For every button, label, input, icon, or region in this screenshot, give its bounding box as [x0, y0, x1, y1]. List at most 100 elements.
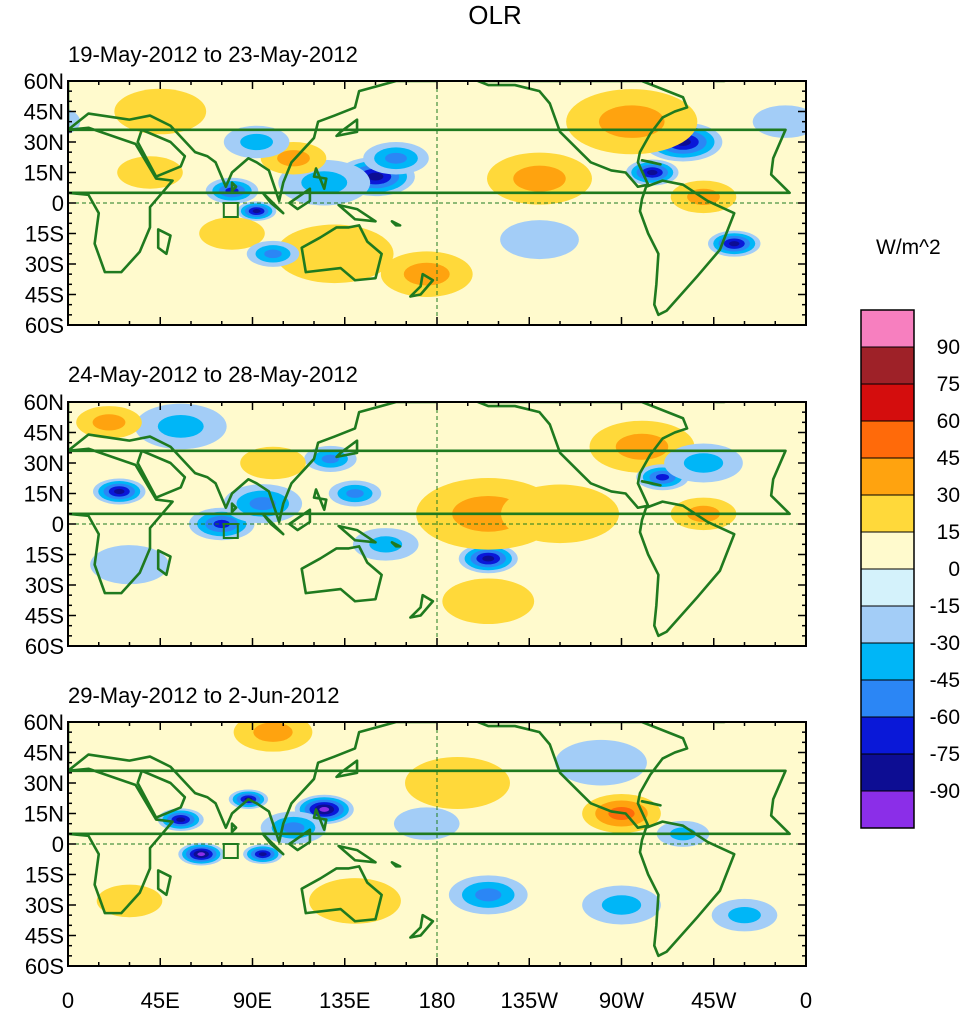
- colorbar-swatch: [860, 753, 915, 792]
- olr-contour: [199, 217, 265, 250]
- colorbar-label: -45: [930, 669, 960, 692]
- olr-contour: [944, 178, 964, 204]
- olr-contour: [405, 756, 510, 810]
- latitude-label: 30N: [24, 451, 64, 476]
- coastline: [156, 549, 172, 577]
- olr-contour: [96, 884, 163, 918]
- olr-anomaly: [134, 403, 227, 450]
- coastline: [640, 159, 662, 166]
- olr-anomaly: [178, 842, 958, 866]
- latitude-label: 30S: [25, 893, 64, 918]
- olr-contour: [319, 806, 330, 812]
- colorbar-swatch: [860, 716, 915, 755]
- olr-contour: [937, 217, 964, 250]
- colorbar-swatch: [860, 494, 915, 533]
- olr-anomaly: [240, 446, 306, 480]
- latitude-label: 30N: [24, 130, 64, 155]
- latitude-label: 45N: [24, 741, 64, 766]
- coastline: [230, 822, 238, 834]
- longitude-label: 45E: [141, 988, 180, 1013]
- olr-anomaly: [393, 807, 460, 840]
- coastline: [312, 488, 328, 512]
- longitude-label: 135E: [319, 988, 370, 1013]
- coastline: [312, 808, 328, 832]
- olr-contour: [0, 241, 1, 246]
- olr-contour: [92, 414, 126, 431]
- olr-contour: [729, 241, 740, 247]
- colorbar-swatch: [860, 309, 915, 348]
- coastline: [335, 439, 359, 459]
- coastline: [409, 593, 435, 619]
- olr-anomaly: [448, 875, 528, 915]
- olr-anomaly: [352, 528, 419, 561]
- olr-anomaly: [328, 480, 382, 507]
- olr-contour: [950, 181, 964, 201]
- olr-contour: [728, 907, 761, 924]
- latitude-label: 45N: [24, 421, 64, 446]
- latitude-label: 45S: [25, 924, 64, 949]
- olr-contour: [500, 220, 579, 260]
- coastline: [335, 759, 359, 779]
- colorbar-label: 0: [948, 558, 960, 581]
- latitude-label: 15S: [25, 863, 64, 888]
- coastline: [156, 228, 172, 256]
- coastline: [390, 220, 402, 227]
- coastline: [230, 181, 238, 193]
- longitude-label: 0: [62, 988, 74, 1013]
- olr-contour: [0, 443, 5, 482]
- olr-contour: [647, 169, 658, 176]
- olr-contour: [117, 156, 183, 189]
- colorbar: 90 75 60 45 30 15 0 -15 -30 -45 -60 -75 -90: [860, 309, 960, 829]
- olr-contour: [555, 739, 647, 786]
- latitude-label: 45S: [25, 283, 64, 308]
- panel-3-title: 29-May-2012 to 2-Jun-2012: [68, 683, 340, 708]
- olr-contour: [367, 172, 384, 181]
- olr-contour: [914, 817, 923, 822]
- colorbar-swatch: [860, 605, 915, 644]
- latitude-label: 0: [52, 832, 64, 857]
- colorbar-label: 60: [937, 410, 960, 433]
- colorbar-swatch: [860, 383, 915, 422]
- coastlines: [68, 722, 791, 958]
- olr-contour: [393, 807, 460, 840]
- colorbar-label: 15: [937, 521, 960, 544]
- latitude-label: 0: [52, 191, 64, 216]
- coastline: [68, 402, 439, 524]
- olr-contour: [249, 497, 276, 511]
- olr-anomaly: [243, 844, 283, 864]
- coastline: [640, 479, 662, 487]
- olr-contour: [852, 89, 944, 135]
- colorbar-label: -15: [930, 595, 960, 618]
- olr-anomaly: [0, 443, 743, 483]
- latitude-label: 30N: [24, 771, 64, 796]
- coastline: [409, 913, 435, 939]
- coastline: [68, 722, 439, 844]
- coastline: [638, 500, 736, 638]
- olr-anomaly: [711, 898, 778, 932]
- olr-anomaly: [223, 125, 290, 159]
- olr-contour: [920, 845, 958, 864]
- olr-contour: [0, 233, 17, 254]
- coastline: [638, 820, 736, 958]
- latitude-label: 60N: [24, 710, 64, 735]
- reference-box: [222, 843, 239, 859]
- colorbar-label: -90: [930, 780, 960, 803]
- latitude-label: 30S: [25, 252, 64, 277]
- colorbar-label: 30: [937, 484, 960, 507]
- coastline: [68, 447, 791, 595]
- longitude-label: 45W: [691, 988, 736, 1013]
- map-panel-1: 60N 45N 30N 15N 0 15S 30S 45S 60S: [0, 69, 964, 338]
- colorbar-swatch: [860, 346, 915, 385]
- olr-anomaly: [458, 543, 518, 574]
- olr-contour: [90, 545, 169, 585]
- longitude-label: 90E: [233, 988, 272, 1013]
- coastline: [476, 722, 689, 830]
- olr-contour: [264, 249, 282, 259]
- reference-box: [222, 202, 239, 218]
- coastline: [409, 272, 435, 298]
- map-field: [68, 722, 958, 966]
- olr-anomaly: [442, 578, 535, 625]
- olr-contour: [655, 473, 670, 481]
- olr-contour: [442, 578, 535, 625]
- olr-anomaly: [555, 739, 647, 786]
